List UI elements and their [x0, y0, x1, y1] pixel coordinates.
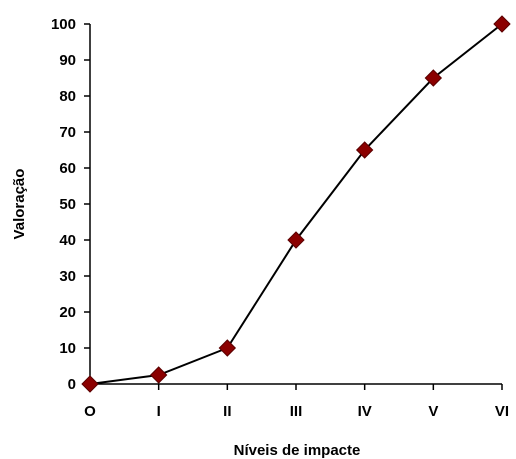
data-point-marker	[81, 375, 99, 393]
x-tick-label: II	[223, 403, 231, 420]
y-tick-label: 30	[59, 268, 76, 285]
x-tick-label: IV	[358, 403, 372, 420]
data-points	[81, 15, 511, 393]
x-tick-label: O	[84, 403, 96, 420]
x-tick-label: III	[290, 403, 303, 420]
data-point-marker	[355, 141, 374, 159]
data-point-marker	[218, 339, 237, 357]
x-axis-title: Níveis de impacte	[234, 442, 361, 459]
x-tick-label: I	[157, 403, 161, 420]
y-tick-label: 70	[59, 124, 76, 141]
x-tick-label: V	[428, 403, 438, 420]
y-tick-label: 80	[59, 88, 76, 105]
y-tick-label: 0	[68, 376, 76, 393]
y-axis-ticks: 0 10 20 30 40 50 60 70 80 90 100	[51, 16, 90, 393]
y-tick-label: 20	[59, 304, 76, 321]
x-tick-label: VI	[495, 403, 509, 420]
y-tick-label: 60	[59, 160, 76, 177]
data-point-marker	[424, 69, 443, 87]
x-axis-ticks: O I II III IV V VI	[84, 384, 509, 420]
data-point-marker	[149, 366, 168, 384]
y-axis-title: Valoração	[11, 169, 28, 240]
y-tick-label: 100	[51, 16, 76, 33]
y-tick-label: 90	[59, 52, 76, 69]
y-tick-label: 10	[59, 340, 76, 357]
data-point-marker	[287, 231, 305, 249]
y-tick-label: 40	[59, 232, 76, 249]
y-tick-label: 50	[59, 196, 76, 213]
data-point-marker	[493, 15, 511, 33]
